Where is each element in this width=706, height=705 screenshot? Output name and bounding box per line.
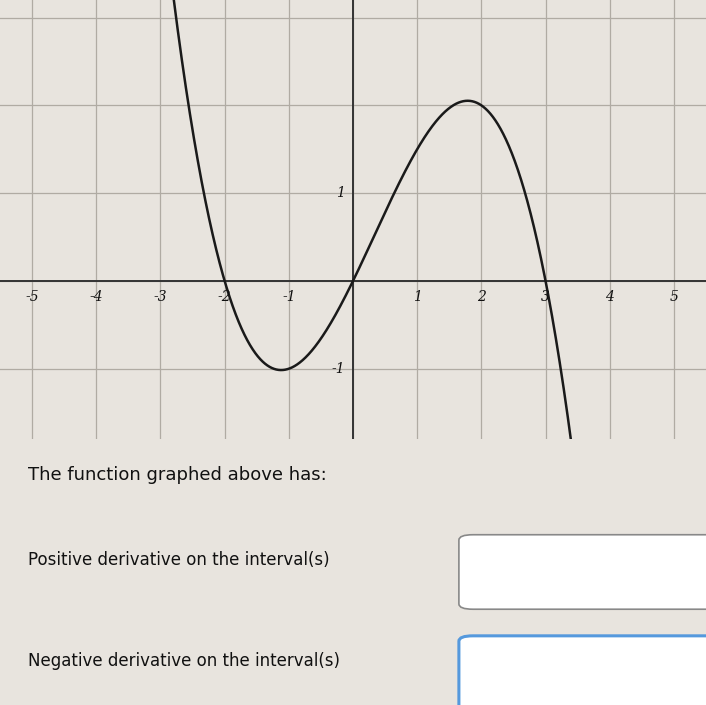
Text: -3: -3	[154, 290, 167, 304]
Text: Positive derivative on the interval(s): Positive derivative on the interval(s)	[28, 551, 330, 569]
Text: 3: 3	[541, 290, 550, 304]
Text: 5: 5	[669, 290, 678, 304]
Text: Negative derivative on the interval(s): Negative derivative on the interval(s)	[28, 652, 340, 670]
FancyBboxPatch shape	[459, 534, 706, 609]
FancyBboxPatch shape	[459, 636, 706, 705]
Text: -1: -1	[332, 362, 345, 376]
Text: 1: 1	[413, 290, 421, 304]
Text: -5: -5	[25, 290, 39, 304]
Text: -1: -1	[282, 290, 296, 304]
Text: The function graphed above has:: The function graphed above has:	[28, 465, 327, 484]
Text: -2: -2	[218, 290, 232, 304]
Text: -4: -4	[90, 290, 103, 304]
Text: 4: 4	[605, 290, 614, 304]
Text: 2: 2	[477, 290, 486, 304]
Text: 1: 1	[337, 186, 345, 200]
